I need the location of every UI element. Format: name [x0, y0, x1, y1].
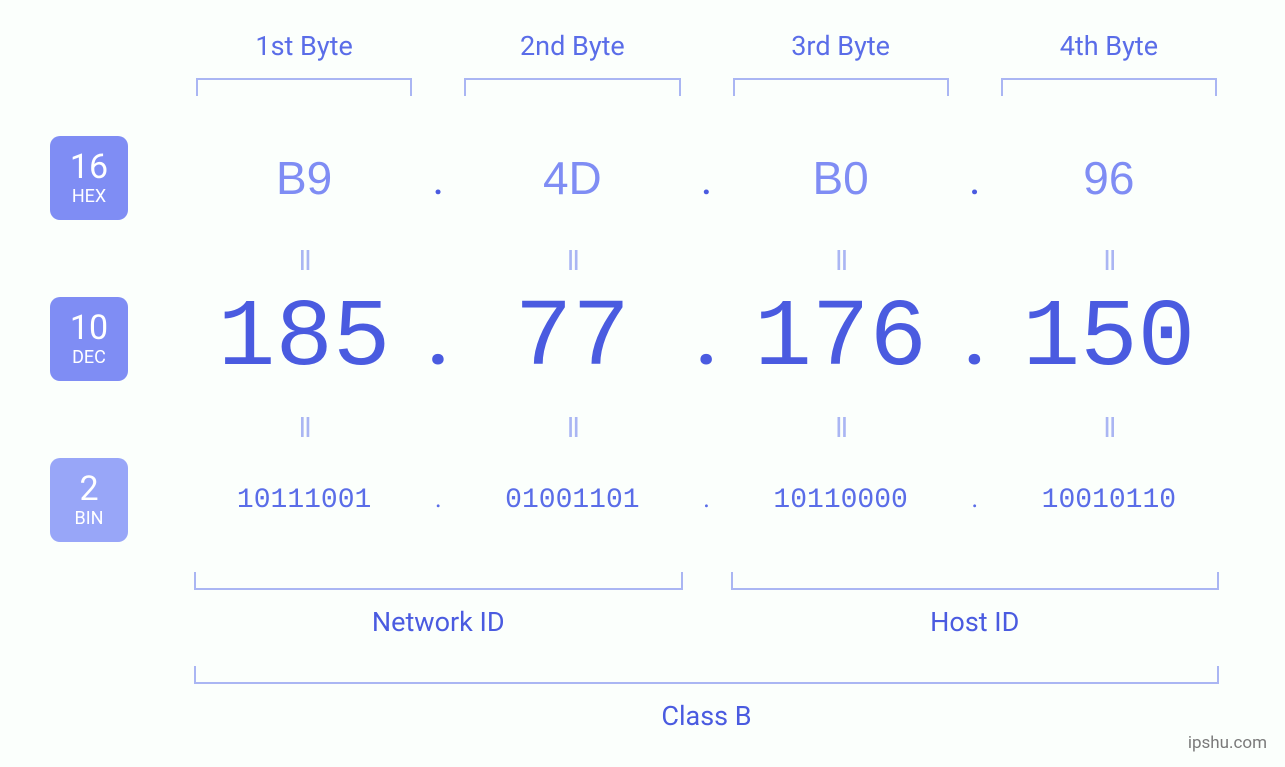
network-host-row: Network ID Host ID: [188, 572, 1225, 638]
network-id-label: Network ID: [188, 606, 689, 638]
bracket-class: [194, 666, 1219, 684]
equals-icon: II: [725, 411, 957, 444]
bin-byte-4: 10010110: [993, 485, 1225, 516]
dec-base-label: DEC: [72, 347, 106, 368]
host-id-label: Host ID: [725, 606, 1226, 638]
byte-label-1: 1st Byte: [188, 30, 420, 62]
watermark: ipshu.com: [1188, 733, 1267, 753]
hex-byte-2: 4D: [456, 151, 688, 205]
hex-base-label: HEX: [72, 186, 106, 207]
equals-row-1: II II II II: [188, 244, 1225, 277]
hex-row: 16 HEX B9 . 4D . B0 . 96: [50, 136, 1225, 220]
equals-row-2: II II II II: [188, 411, 1225, 444]
dot: .: [957, 163, 993, 203]
dot: .: [689, 484, 725, 514]
equals-icon: II: [725, 244, 957, 277]
dec-byte-4: 150: [993, 291, 1225, 387]
hex-badge: 16 HEX: [50, 136, 128, 220]
hex-byte-1: B9: [188, 151, 420, 205]
dec-badge: 10 DEC: [50, 297, 128, 381]
class-row: Class B: [188, 666, 1225, 732]
hex-base-num: 16: [70, 150, 108, 184]
dec-base-num: 10: [70, 311, 108, 345]
bin-badge: 2 BIN: [50, 458, 128, 542]
bracket-network: [194, 572, 683, 590]
byte-header-row: 1st Byte 2nd Byte 3rd Byte 4th Byte: [188, 30, 1225, 96]
bin-base-label: BIN: [75, 508, 104, 529]
byte-label-2: 2nd Byte: [456, 30, 688, 62]
equals-icon: II: [188, 244, 420, 277]
equals-icon: II: [188, 411, 420, 444]
hex-byte-3: B0: [725, 151, 957, 205]
dot: .: [957, 304, 993, 376]
dot: .: [957, 484, 993, 514]
bracket-top-3: [733, 78, 949, 96]
bin-byte-1: 10111001: [188, 485, 420, 516]
ip-breakdown-diagram: 1st Byte 2nd Byte 3rd Byte 4th Byte 16 H…: [50, 30, 1225, 737]
bracket-top-2: [464, 78, 680, 96]
dec-byte-2: 77: [456, 291, 688, 387]
dec-byte-1: 185: [188, 291, 420, 387]
byte-label-3: 3rd Byte: [725, 30, 957, 62]
dot: .: [689, 304, 725, 376]
bin-base-num: 2: [79, 472, 98, 506]
class-label: Class B: [188, 700, 1225, 732]
dot: .: [420, 304, 456, 376]
dec-row: 10 DEC 185 . 77 . 176 . 150: [50, 291, 1225, 387]
bin-byte-3: 10110000: [725, 485, 957, 516]
dec-byte-3: 176: [725, 291, 957, 387]
equals-icon: II: [993, 244, 1225, 277]
bracket-top-1: [196, 78, 412, 96]
dot: .: [420, 484, 456, 514]
bin-row: 2 BIN 10111001 . 01001101 . 10110000 . 1…: [50, 458, 1225, 542]
bracket-top-4: [1001, 78, 1217, 96]
equals-icon: II: [456, 244, 688, 277]
equals-icon: II: [993, 411, 1225, 444]
bin-byte-2: 01001101: [456, 485, 688, 516]
dot: .: [689, 163, 725, 203]
bracket-host: [731, 572, 1220, 590]
equals-icon: II: [456, 411, 688, 444]
byte-label-4: 4th Byte: [993, 30, 1225, 62]
dot: .: [420, 163, 456, 203]
hex-byte-4: 96: [993, 151, 1225, 205]
